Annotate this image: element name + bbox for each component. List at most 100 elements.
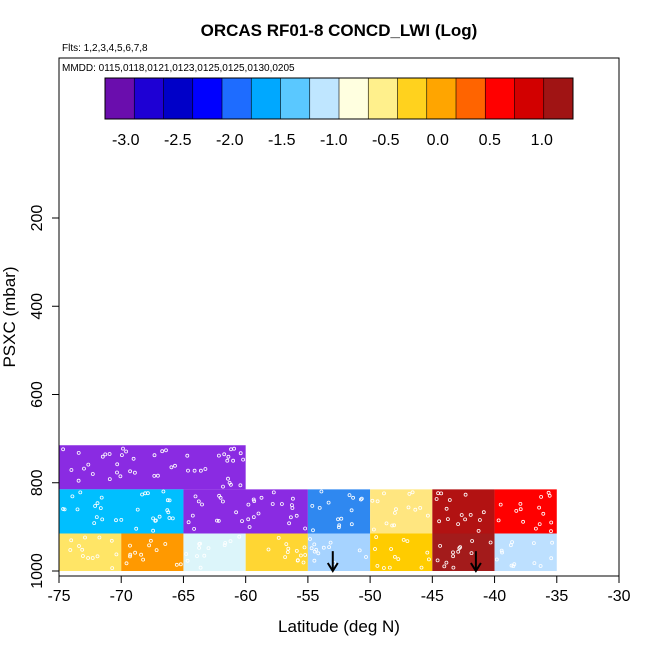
heatmap-cell-13 <box>432 533 495 571</box>
arrow-markers <box>326 551 482 573</box>
flights-note: Flts: 1,2,3,4,5,6,7,8 <box>62 43 148 54</box>
sample-point <box>303 526 308 531</box>
sample-point <box>392 555 397 559</box>
sample-point <box>147 543 152 548</box>
sample-point <box>287 521 292 526</box>
sample-point <box>347 493 352 498</box>
sample-point <box>69 468 74 472</box>
sample-point <box>447 498 452 502</box>
sample-point <box>133 550 138 555</box>
colorbar-segment <box>485 78 515 119</box>
colorbar-segment <box>280 78 311 119</box>
sample-point <box>227 480 232 485</box>
sample-point <box>514 508 519 513</box>
colorbar-segment <box>251 78 281 119</box>
heatmap-cell-9 <box>183 533 246 571</box>
sample-point <box>317 505 322 510</box>
y-tick-label: 200 <box>29 205 46 232</box>
sample-point <box>178 562 183 567</box>
sample-point <box>339 516 344 521</box>
sample-point <box>481 510 486 515</box>
sample-point <box>401 538 406 542</box>
sample-point <box>407 491 412 496</box>
sample-point <box>438 544 443 548</box>
sample-point <box>470 539 475 543</box>
sample-point <box>228 539 233 543</box>
sample-point <box>463 517 468 522</box>
colorbar <box>104 77 574 120</box>
sample-point <box>549 556 554 561</box>
sample-point <box>468 513 473 517</box>
sample-point <box>476 529 481 533</box>
heatmap-cell-8 <box>121 533 184 571</box>
sample-point <box>115 462 120 467</box>
sample-point <box>302 545 307 550</box>
sample-point <box>174 562 179 567</box>
sample-point <box>439 491 444 496</box>
sample-point <box>251 497 256 502</box>
sample-point <box>286 546 291 551</box>
sample-point <box>241 457 246 462</box>
sample-point <box>186 468 190 473</box>
colorbar-frame <box>104 77 574 120</box>
heatmap-cell-4 <box>370 489 433 534</box>
y-axis-label: PSXC (mbar) <box>0 266 19 367</box>
sample-point <box>405 539 410 543</box>
sample-point <box>92 521 97 525</box>
sample-point <box>247 525 252 529</box>
sample-point <box>382 491 386 496</box>
sample-point <box>550 540 554 545</box>
heatmap-cell-0 <box>59 445 246 490</box>
sample-point <box>539 494 543 499</box>
sample-point <box>510 540 514 544</box>
sample-point <box>456 522 461 526</box>
sample-point <box>215 518 219 523</box>
sample-point <box>231 458 236 463</box>
sample-point <box>163 542 168 546</box>
sample-point <box>518 501 523 506</box>
sample-point <box>283 555 288 559</box>
colorbar-tick-label: 0.5 <box>479 132 501 149</box>
sample-point <box>458 545 463 549</box>
sample-point <box>164 448 168 453</box>
colorbar-tick-label: -1.0 <box>320 132 348 149</box>
sample-point <box>246 502 251 507</box>
colorbar-tick-label: 1.0 <box>531 132 553 149</box>
sample-point <box>351 495 356 500</box>
sample-point <box>141 557 146 562</box>
sample-point <box>152 473 157 478</box>
x-tick-label: -55 <box>296 588 319 605</box>
sample-point <box>220 499 225 504</box>
sample-point <box>337 523 342 528</box>
sample-point <box>222 543 227 547</box>
sample-point <box>410 490 415 495</box>
sample-point <box>76 478 81 483</box>
sample-point <box>445 517 450 521</box>
sample-point <box>216 453 221 458</box>
sample-point <box>131 456 136 461</box>
sample-point <box>169 465 174 470</box>
colorbar-tick-label: -2.5 <box>164 132 192 149</box>
sample-point <box>419 565 424 570</box>
sample-point <box>190 513 195 518</box>
sample-point <box>238 451 243 456</box>
sample-point <box>413 507 418 512</box>
sample-point <box>225 458 230 463</box>
colorbar-ticks: -3.0 -2.5 -2.0 -1.5 -1.0 -0.5 0.0 0.5 1.0 <box>112 132 553 149</box>
colorbar-segment <box>397 78 428 119</box>
y-tick-label: 400 <box>29 293 46 320</box>
sample-point <box>203 467 208 471</box>
sample-point <box>494 557 499 562</box>
sample-point <box>406 505 411 510</box>
sample-point <box>316 551 321 556</box>
sample-point <box>237 534 242 539</box>
sample-point <box>434 497 439 501</box>
sample-point <box>509 563 514 568</box>
sample-point <box>375 499 380 504</box>
sample-point <box>392 523 397 528</box>
colorbar-segment <box>309 78 340 119</box>
sample-point <box>451 565 456 570</box>
x-tick-label: -70 <box>110 588 133 605</box>
sample-point <box>469 551 474 555</box>
